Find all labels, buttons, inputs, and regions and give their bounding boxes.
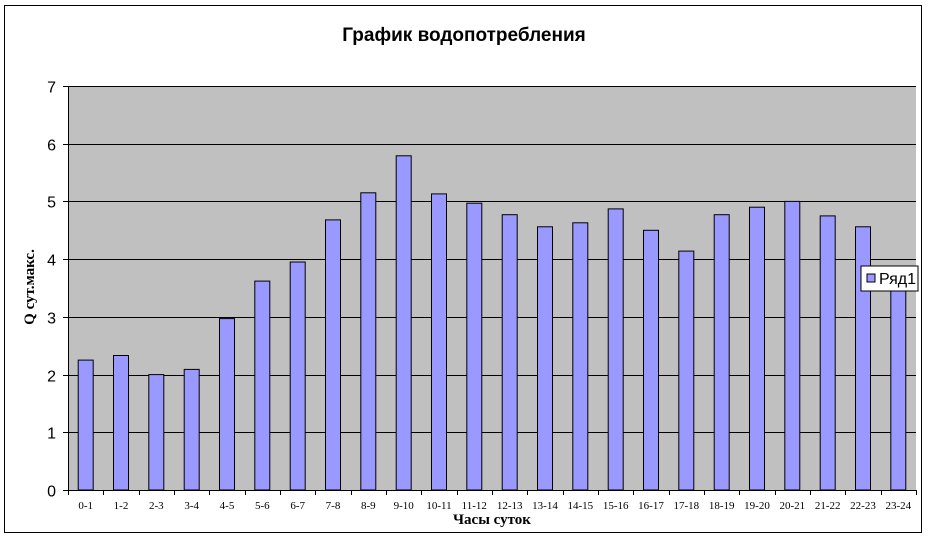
x-tick-label: 8-9: [361, 500, 376, 512]
bar-18-19: [713, 214, 730, 491]
x-tick-label: 20-21: [779, 500, 805, 512]
bar-5-6: [254, 280, 271, 491]
x-tick-label: 13-14: [532, 500, 558, 512]
y-tick-label: 6: [47, 138, 56, 155]
x-tick-label: 11-12: [462, 500, 487, 512]
legend: Ряд1: [860, 265, 919, 292]
bar-9-10: [395, 155, 412, 491]
chart-title: График водопотребления: [342, 25, 586, 46]
gridlines: [68, 86, 916, 433]
x-tick-label: 18-19: [709, 500, 735, 512]
y-tick-label: 3: [47, 311, 56, 328]
legend-swatch: [866, 273, 876, 283]
x-tick-label: 23-24: [885, 500, 911, 512]
x-tick-label: 5-6: [255, 500, 270, 512]
x-tick-label: 4-5: [220, 500, 235, 512]
bar-19-20: [749, 206, 765, 491]
x-tick-label: 16-17: [638, 500, 664, 512]
bar-4-5: [219, 318, 235, 491]
x-tick-label: 22-23: [850, 500, 876, 512]
y-tick-label: 4: [47, 253, 56, 270]
bar-16-17: [643, 229, 659, 491]
x-tick-labels: 0-1 1-2 2-3 3-4 4-5 5-6 6-7 7-8 8-9 9-10 10-11 11-1…: [78, 500, 911, 512]
x-tick-label: 17-18: [673, 500, 699, 512]
x-tick-label: 14-15: [567, 500, 593, 512]
bar-15-16: [607, 208, 624, 491]
bar-0-1: [77, 359, 94, 491]
bar-12-13: [501, 214, 518, 491]
x-tick-label: 15-16: [603, 500, 629, 512]
legend-label: Ряд1: [879, 271, 916, 288]
bar-3-4: [183, 368, 200, 491]
bar-13-14: [537, 226, 553, 491]
bars: [77, 155, 907, 491]
x-tick-label: 6-7: [290, 500, 305, 512]
bar-2-3: [148, 374, 165, 491]
bar-23-24: [890, 284, 907, 491]
y-tick-label: 0: [47, 484, 56, 501]
x-tick-label: 3-4: [184, 500, 199, 512]
bar-10-11: [431, 193, 447, 491]
x-tick-label: 7-8: [326, 500, 341, 512]
bar-8-9: [360, 192, 377, 491]
x-tick-label: 19-20: [744, 500, 770, 512]
y-tick-label: 5: [47, 195, 56, 212]
bar-1-2: [113, 355, 129, 491]
bar-6-7: [289, 261, 306, 491]
x-tick-label: 9-10: [394, 500, 415, 512]
y-tick-labels: 0 1 2 3 4 5 6 7: [47, 80, 56, 501]
y-tick-label: 7: [47, 80, 56, 97]
bar-11-12: [466, 202, 483, 491]
y-tick-label: 1: [47, 426, 56, 443]
axes: [63, 86, 917, 495]
x-tick-label: 1-2: [114, 500, 129, 512]
x-tick-label: 2-3: [149, 500, 164, 512]
x-tick-label: 10-11: [426, 500, 451, 512]
y-axis-label: Q сут.макс.: [22, 249, 38, 325]
x-tick-label: 21-22: [815, 500, 841, 512]
x-tick-label: 0-1: [78, 500, 93, 512]
bar-7-8: [325, 219, 341, 491]
y-tick-label: 2: [47, 369, 56, 386]
plot-area: [68, 86, 916, 490]
x-axis-label: Часы суток: [453, 512, 531, 528]
bar-21-22: [819, 215, 836, 491]
x-tick-label: 12-13: [497, 500, 523, 512]
bar-20-21: [784, 200, 801, 491]
bar-14-15: [572, 222, 589, 491]
bar-17-18: [678, 250, 695, 491]
